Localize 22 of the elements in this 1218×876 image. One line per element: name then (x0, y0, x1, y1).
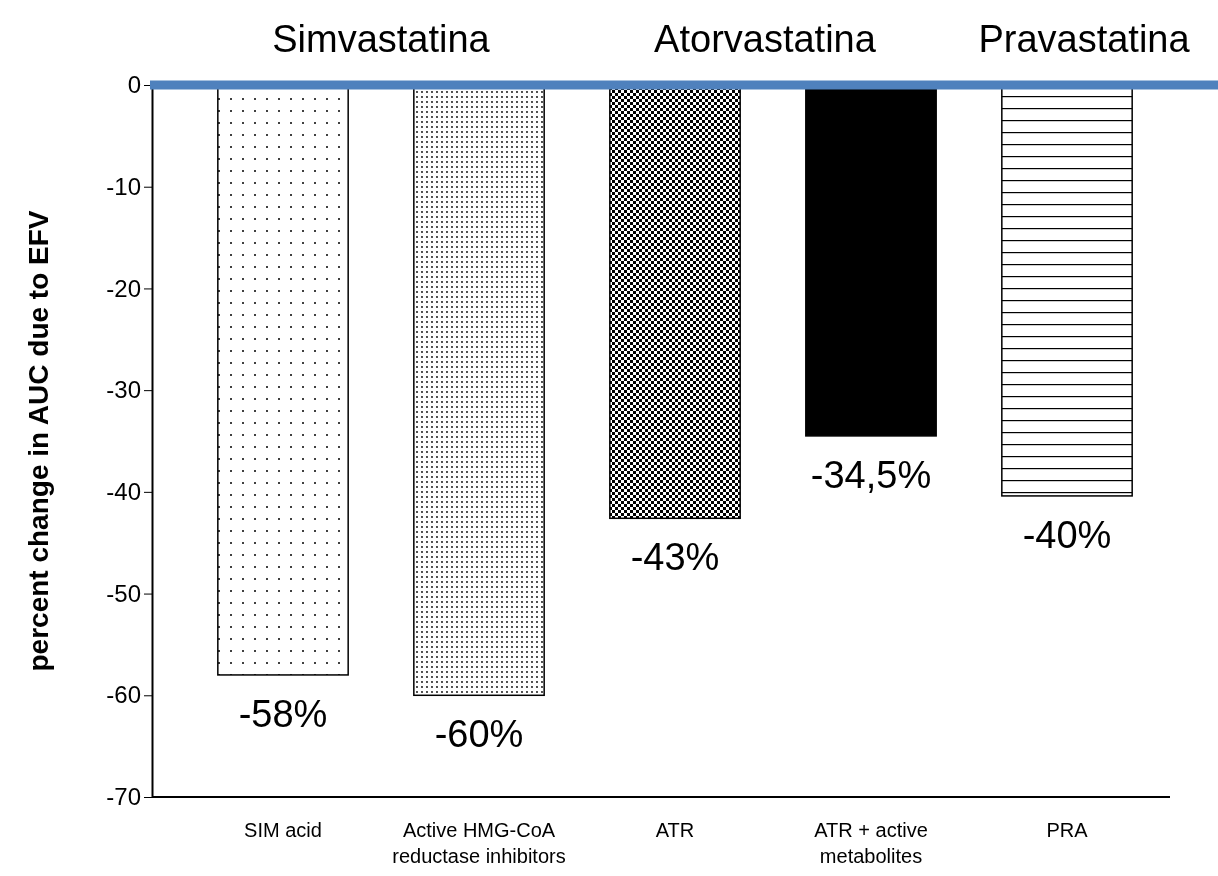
data-label: -43% (630, 536, 720, 579)
y-tick-label: -10 (106, 172, 141, 200)
text: Pravastatina (978, 18, 1191, 60)
data-label: -58% (238, 692, 328, 735)
x-tick-label: ATR (655, 819, 695, 841)
text: Atorvastatina (654, 18, 877, 60)
y-tick-label: -60 (106, 681, 141, 709)
y-tick-label: -30 (106, 376, 141, 404)
y-tick-label: 0 (127, 71, 141, 99)
x-tick-label: PRA (1046, 819, 1089, 841)
y-axis-title: percent change in AUC due to EFV (23, 210, 54, 672)
y-tick-label: -50 (106, 579, 141, 607)
text: Simvastatina (272, 18, 491, 60)
data-label: -40% (1022, 513, 1112, 556)
data-label: -34,5% (810, 453, 932, 496)
y-tick-label: -40 (106, 478, 141, 506)
x-tick-label: SIM acid (244, 819, 322, 841)
x-tick-label: Active HMG-CoA reductase inhibitors (392, 819, 566, 867)
y-tick-label: -70 (106, 783, 141, 811)
y-tick-label: -20 (106, 274, 141, 302)
data-label: -60% (434, 713, 524, 756)
x-tick-label: ATR + active metabolites (814, 819, 928, 867)
